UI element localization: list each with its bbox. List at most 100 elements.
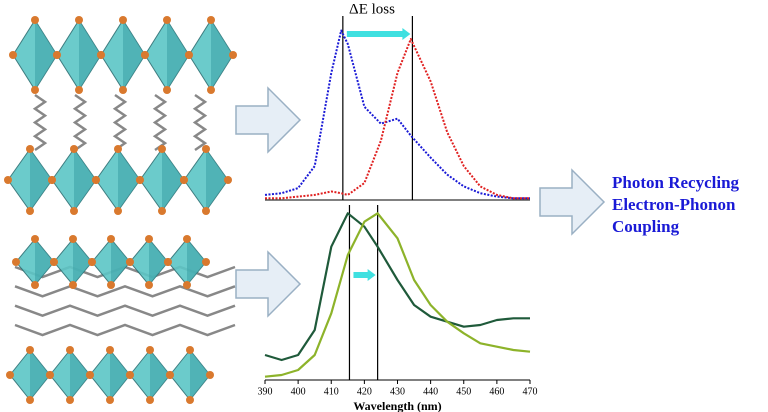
atom	[158, 207, 166, 215]
atom	[180, 176, 188, 184]
octahedron-face	[73, 239, 92, 285]
block-arrows	[235, 86, 606, 318]
atom	[145, 281, 153, 289]
atom	[31, 86, 39, 94]
x-tick-label: 400	[291, 386, 306, 397]
atom	[183, 281, 191, 289]
atom	[26, 207, 34, 215]
atom	[166, 371, 174, 379]
side-text: Photon Recycling	[612, 173, 740, 192]
atom	[119, 86, 127, 94]
atom	[46, 371, 54, 379]
atom	[75, 16, 83, 24]
spectrum-line	[264, 29, 530, 200]
chain	[32, 93, 48, 152]
atom	[207, 16, 215, 24]
atom	[224, 176, 232, 184]
atom	[9, 51, 17, 59]
octahedron-face	[162, 149, 184, 211]
atom	[6, 371, 14, 379]
atom	[141, 51, 149, 59]
atom	[31, 16, 39, 24]
x-axis-label: Wavelength (nm)	[353, 399, 441, 412]
x-tick-label: 440	[423, 386, 438, 397]
shift-arrow	[353, 269, 376, 281]
atom	[4, 176, 12, 184]
atom	[206, 371, 214, 379]
atom	[31, 235, 39, 243]
octahedron-face	[118, 149, 140, 211]
atom	[229, 51, 237, 59]
atom	[26, 396, 34, 404]
atom	[66, 396, 74, 404]
atom	[106, 396, 114, 404]
octahedron-face	[79, 20, 101, 90]
octahedron-face	[190, 350, 210, 400]
spectrum-line	[265, 38, 530, 200]
octahedron-face	[150, 350, 170, 400]
atom	[86, 371, 94, 379]
atom	[53, 51, 61, 59]
chain	[14, 323, 236, 337]
atom	[97, 51, 105, 59]
shift-arrow	[346, 28, 411, 40]
x-tick-label: 390	[258, 386, 273, 397]
atom	[75, 86, 83, 94]
octahedron-face	[74, 149, 96, 211]
octahedron-face	[110, 350, 130, 400]
atom	[70, 145, 78, 153]
atom	[107, 281, 115, 289]
atom	[26, 145, 34, 153]
octahedron-face	[111, 239, 130, 285]
atom	[126, 371, 134, 379]
atom	[31, 281, 39, 289]
chain	[112, 93, 128, 152]
side-text: Coupling	[612, 217, 680, 236]
chain	[14, 304, 236, 317]
atom	[146, 346, 154, 354]
octahedron-face	[211, 20, 233, 90]
atom	[12, 258, 20, 266]
x-tick-label: 460	[489, 386, 504, 397]
atom	[88, 258, 96, 266]
octahedron-face	[206, 149, 228, 211]
atom	[186, 396, 194, 404]
block-arrow	[235, 250, 302, 318]
atom	[163, 16, 171, 24]
structures	[4, 16, 237, 404]
atom	[119, 16, 127, 24]
atom	[202, 258, 210, 266]
atom	[163, 86, 171, 94]
annotation: ΔE loss	[349, 1, 395, 17]
atom	[69, 281, 77, 289]
atom	[114, 145, 122, 153]
octahedron-face	[35, 20, 57, 90]
octahedron-face	[30, 149, 52, 211]
atom	[26, 346, 34, 354]
atom	[69, 235, 77, 243]
atom	[136, 176, 144, 184]
block-arrow	[235, 86, 302, 154]
atom	[50, 258, 58, 266]
chain	[152, 93, 168, 152]
atom	[158, 145, 166, 153]
atom	[92, 176, 100, 184]
octahedron-face	[35, 239, 54, 285]
side-text: Electron-Phonon	[612, 195, 736, 214]
atom	[48, 176, 56, 184]
x-tick-label: 410	[324, 386, 339, 397]
atom	[107, 235, 115, 243]
atom	[186, 346, 194, 354]
atom	[146, 396, 154, 404]
chain	[14, 285, 236, 298]
atom	[126, 258, 134, 266]
atom	[207, 86, 215, 94]
x-tick-label: 420	[357, 386, 372, 397]
atom	[183, 235, 191, 243]
chain	[72, 93, 88, 152]
spectrum-line	[264, 212, 530, 362]
atom	[202, 145, 210, 153]
x-tick-label: 470	[523, 386, 538, 397]
octahedron-face	[70, 350, 90, 400]
